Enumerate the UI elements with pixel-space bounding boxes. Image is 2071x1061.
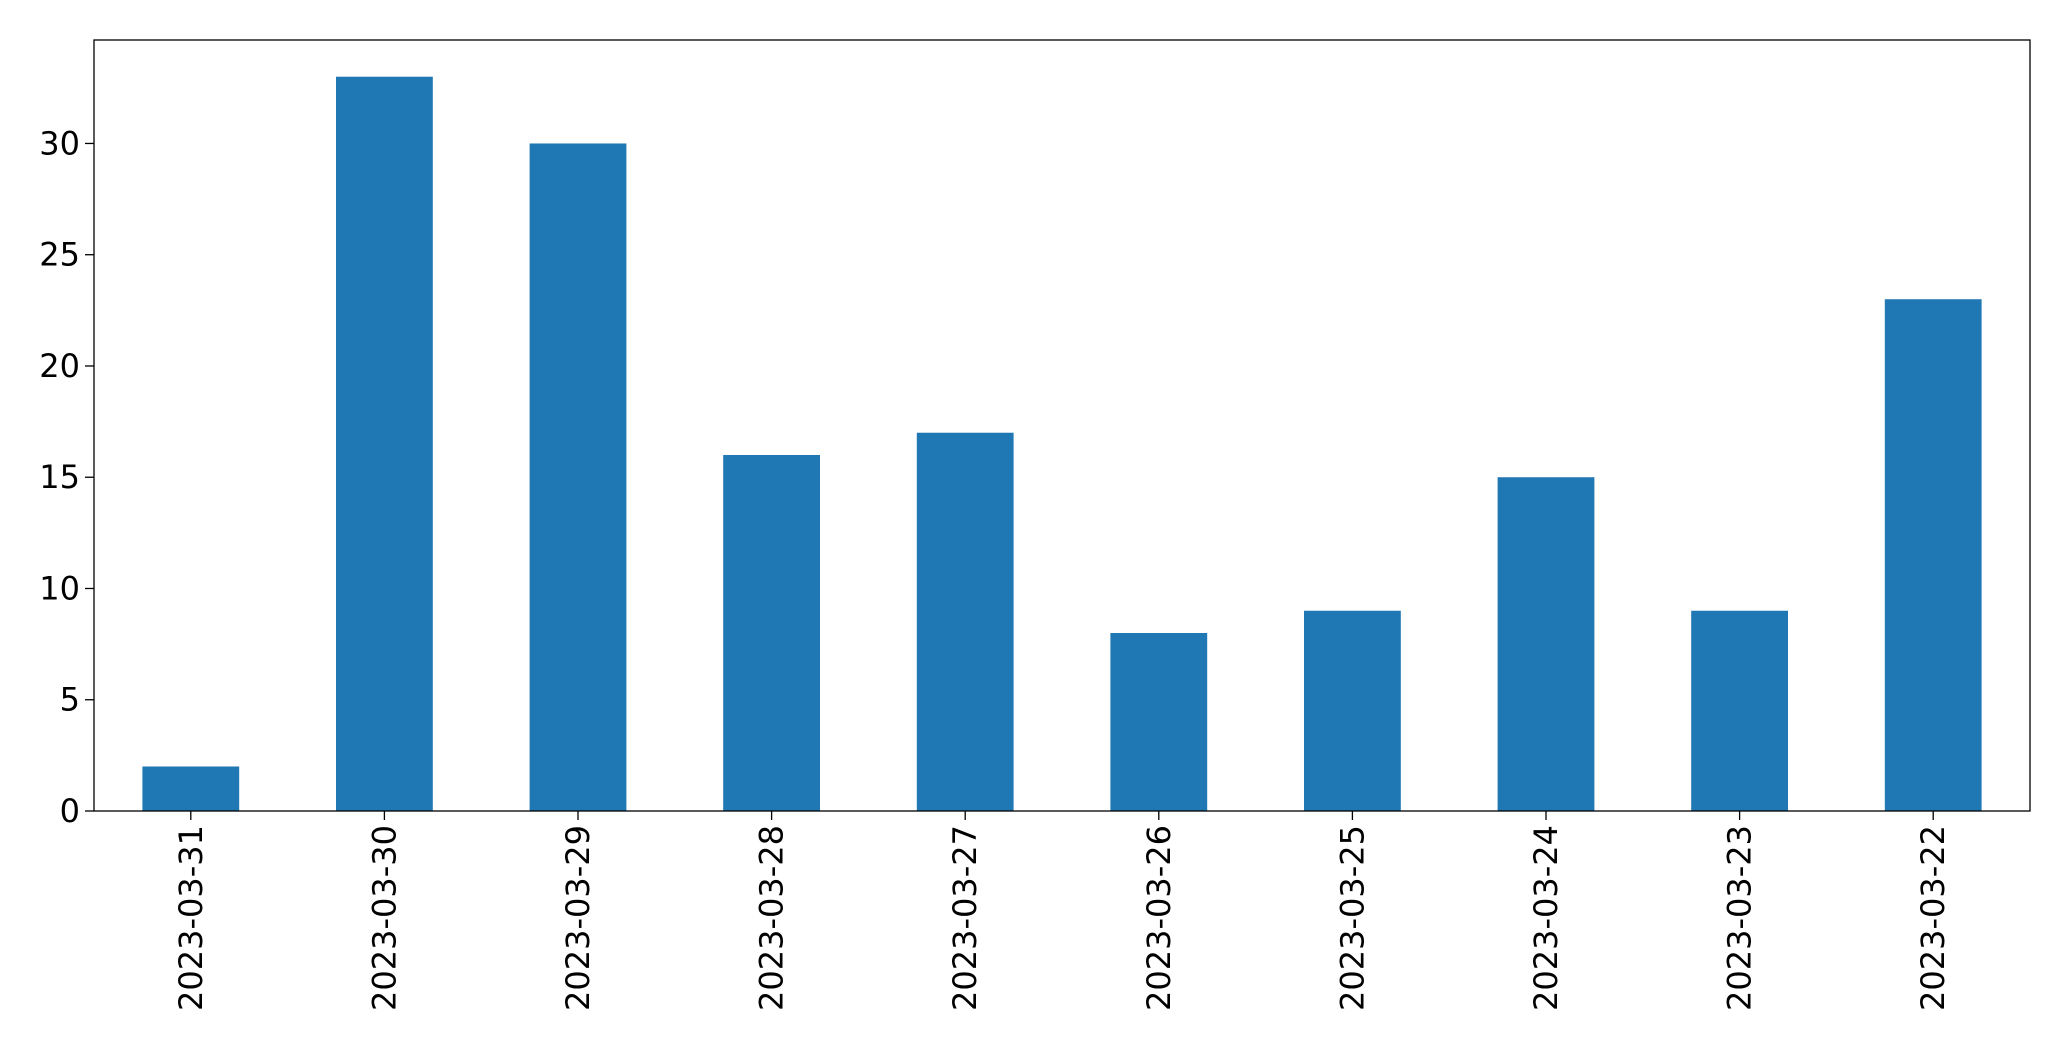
bar: [529, 143, 627, 811]
y-tick-label: 30: [39, 124, 80, 162]
bar: [1110, 632, 1208, 811]
y-tick-label: 25: [39, 236, 80, 274]
bar: [142, 766, 240, 811]
y-tick-label: 20: [39, 347, 80, 385]
bar: [1884, 299, 1982, 811]
y-tick-label: 15: [39, 458, 80, 496]
bar: [916, 432, 1014, 811]
y-tick-label: 10: [39, 569, 80, 607]
axes-frame: [93, 39, 2031, 812]
x-tick-label: 2023-03-27: [946, 825, 984, 1011]
x-tick-label: 2023-03-23: [1721, 825, 1759, 1011]
bar: [1691, 610, 1788, 811]
bar: [1497, 477, 1595, 811]
x-tick-label: 2023-03-22: [1914, 825, 1952, 1011]
x-tick-label: 2023-03-28: [753, 825, 791, 1011]
bar: [1304, 610, 1401, 811]
x-tick-label: 2023-03-29: [559, 825, 597, 1011]
x-tick-label: 2023-03-31: [172, 825, 210, 1011]
x-tick-label: 2023-03-25: [1333, 825, 1371, 1011]
y-tick-label: 0: [60, 792, 80, 830]
x-tick-label: 2023-03-24: [1527, 825, 1565, 1011]
bar: [723, 454, 820, 811]
bar: [336, 76, 433, 811]
x-tick-label: 2023-03-30: [365, 825, 403, 1011]
x-tick-label: 2023-03-26: [1140, 825, 1178, 1011]
y-tick-label: 5: [60, 681, 80, 719]
